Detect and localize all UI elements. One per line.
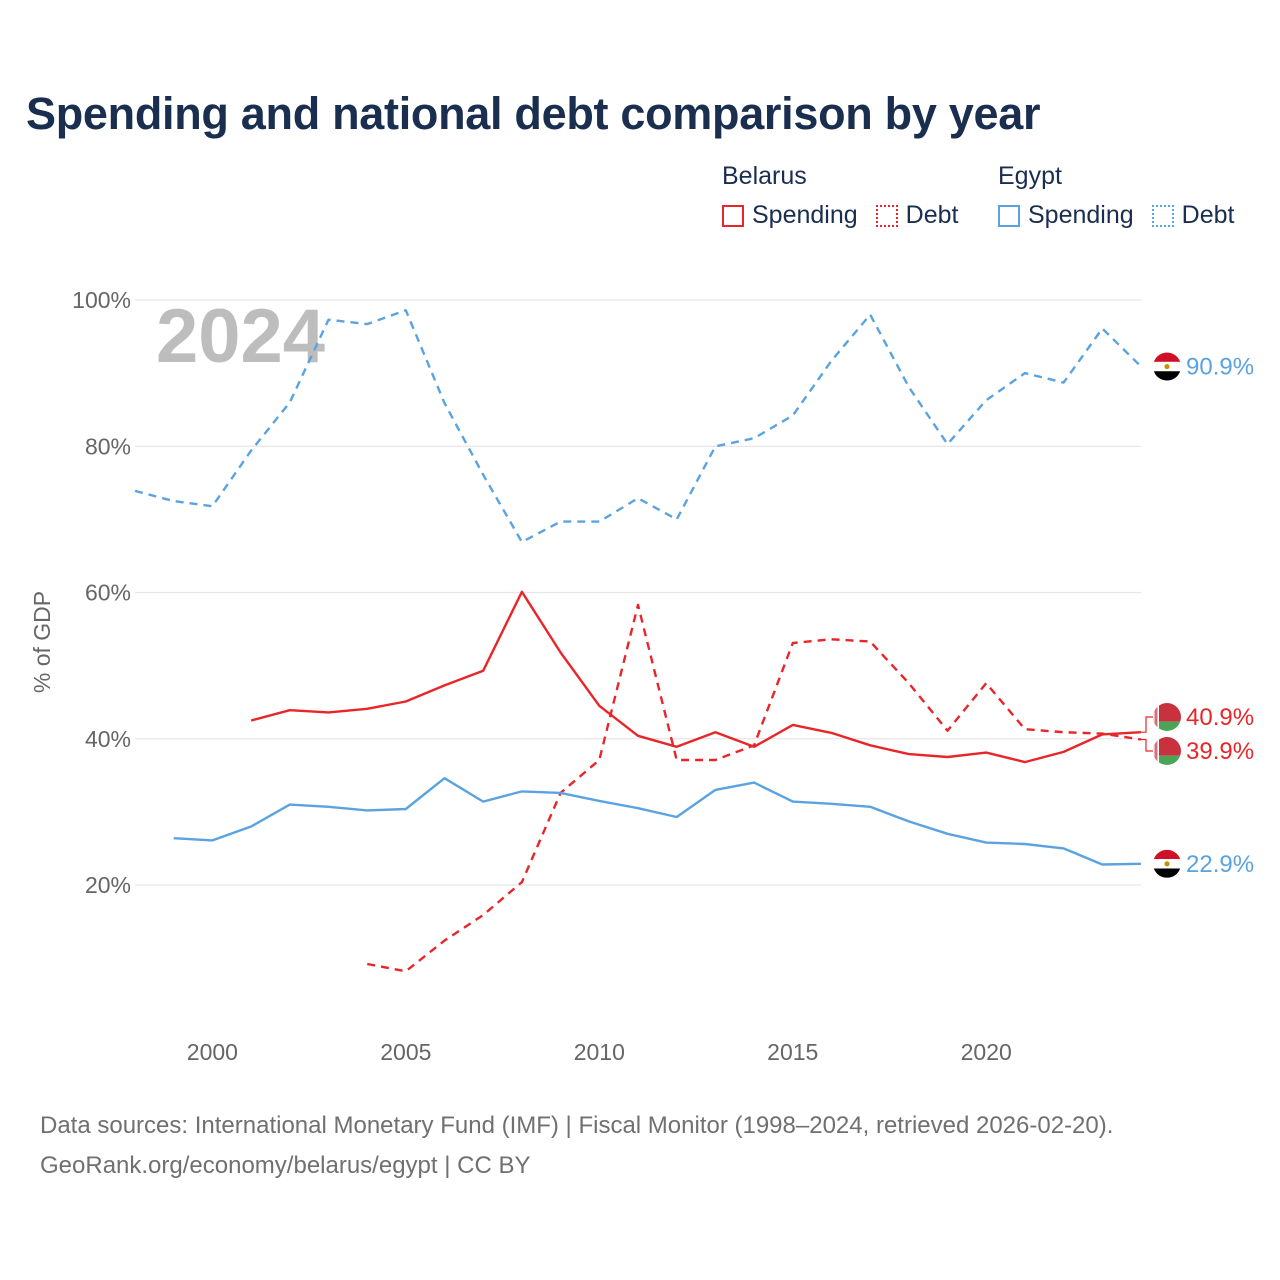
y-tick-label: 60%: [85, 580, 131, 606]
legend-item-label: Debt: [1181, 201, 1235, 229]
egypt-flag-icon: [1153, 849, 1181, 878]
x-tick-label: 2020: [961, 1039, 1012, 1065]
y-tick-label: 20%: [85, 872, 131, 898]
x-tick-label: 2000: [187, 1039, 238, 1065]
legend-group-name: Egypt: [998, 162, 1062, 190]
x-tick-label: 2005: [380, 1039, 431, 1065]
y-tick-label: 80%: [85, 433, 131, 459]
end-labels: 90.9% 40.9% 39.9% 22.9%: [1141, 352, 1254, 878]
legend-item-label: Spending: [752, 201, 858, 229]
series-line-egypt-spending: [173, 777, 1142, 866]
label-connector: [1141, 738, 1153, 752]
gridlines: [135, 299, 1141, 886]
legend-group-name: Belarus: [722, 162, 807, 190]
y-tick-label: 40%: [85, 726, 131, 752]
end-value-label: 40.9%: [1186, 704, 1254, 731]
x-tick-label: 2015: [767, 1039, 818, 1065]
y-axis: 20% 40% 60% 80% 100%: [72, 287, 131, 898]
source-note: Data sources: International Monetary Fun…: [40, 1106, 1113, 1186]
source-line-2: GeoRank.org/economy/belarus/egypt | CC B…: [40, 1152, 531, 1179]
line-chart: 2024 20%40%60%80%100% 2000 2005 2010 2015 20…: [29, 287, 1254, 1065]
legend-swatch-dotted: [875, 204, 898, 227]
series-line-belarus-spending: [250, 590, 1142, 764]
y-axis-title: % of GDP: [29, 591, 55, 693]
legend-group-egypt: Egypt Spending Debt: [998, 162, 1234, 230]
year-watermark: 2024: [156, 294, 325, 379]
belarus-flag-icon: [1153, 703, 1181, 731]
legend-item-egypt-spending[interactable]: Spending: [998, 201, 1134, 230]
legend-swatch-solid: [998, 204, 1020, 227]
legend-item-label: Debt: [905, 201, 959, 229]
legend-item-belarus-spending[interactable]: Spending: [722, 201, 858, 230]
legend-swatch-solid: [722, 204, 744, 227]
legend-item-belarus-debt[interactable]: Debt: [875, 201, 959, 230]
end-value-label: 39.9%: [1186, 738, 1254, 765]
belarus-flag-icon: [1153, 737, 1181, 765]
source-line-1: Data sources: International Monetary Fun…: [40, 1112, 1114, 1139]
label-connector: [1141, 716, 1153, 733]
series-lines: [134, 309, 1142, 973]
legend-item-label: Spending: [1028, 201, 1134, 229]
egypt-flag-icon: [1153, 352, 1181, 381]
x-axis: 2000 2005 2010 2015 2020: [187, 1039, 1012, 1065]
series-line-belarus-debt: [366, 603, 1142, 973]
legend-swatch-dotted: [1151, 204, 1174, 227]
end-value-label: 90.9%: [1186, 354, 1254, 381]
legend-group-belarus: Belarus Spending Debt: [722, 162, 976, 230]
series-line-egypt-debt: [134, 309, 1142, 544]
end-value-label: 22.9%: [1186, 851, 1254, 878]
chart-title: Spending and national debt comparison by…: [26, 88, 1041, 139]
legend-item-egypt-debt[interactable]: Debt: [1151, 201, 1235, 230]
x-tick-label: 2010: [574, 1039, 625, 1065]
y-tick-label: 100%: [72, 287, 131, 313]
